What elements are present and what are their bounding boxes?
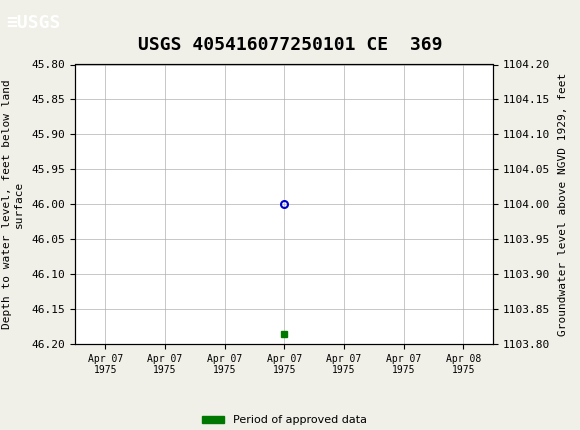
Text: ≡USGS: ≡USGS: [6, 14, 60, 31]
Y-axis label: Depth to water level, feet below land
surface: Depth to water level, feet below land su…: [2, 80, 24, 329]
Y-axis label: Groundwater level above NGVD 1929, feet: Groundwater level above NGVD 1929, feet: [559, 73, 568, 336]
Text: USGS 405416077250101 CE  369: USGS 405416077250101 CE 369: [138, 36, 442, 54]
Legend: Period of approved data: Period of approved data: [197, 411, 371, 430]
